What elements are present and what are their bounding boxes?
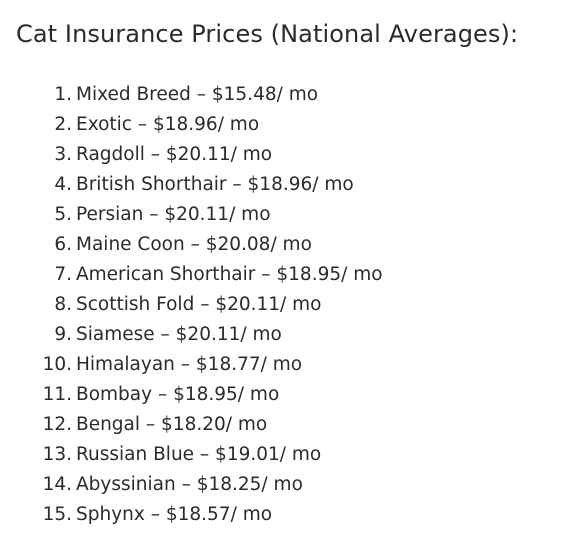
list-item-number: 8. <box>54 294 72 315</box>
list-item-text: Scottish Fold – $20.11/ mo <box>76 294 322 315</box>
list-item: 1. Mixed Breed – $15.48/ mo <box>0 80 383 110</box>
list-item-number: 6. <box>54 234 72 255</box>
list-item-text: Mixed Breed – $15.48/ mo <box>76 84 319 105</box>
list-item: 2. Exotic – $18.96/ mo <box>0 110 383 140</box>
list-item: 11. Bombay – $18.95/ mo <box>0 380 383 410</box>
list-item: 3. Ragdoll – $20.11/ mo <box>0 140 383 170</box>
list-item: 15. Sphynx – $18.57/ mo <box>0 500 383 530</box>
list-item-text: Bengal – $18.20/ mo <box>76 414 268 435</box>
list-item-text: Bombay – $18.95/ mo <box>76 384 280 405</box>
list-item-number: 10. <box>42 354 72 375</box>
list-item-text: American Shorthair – $18.95/ mo <box>76 264 383 285</box>
cat-insurance-price-list: 1. Mixed Breed – $15.48/ mo 2. Exotic – $1… <box>0 80 383 530</box>
list-item: 6. Maine Coon – $20.08/ mo <box>0 230 383 260</box>
page-title: Cat Insurance Prices (National Averages)… <box>16 20 519 48</box>
list-item-number: 13. <box>42 444 72 465</box>
list-item-text: British Shorthair – $18.96/ mo <box>76 174 354 195</box>
list-item: 14. Abyssinian – $18.25/ mo <box>0 470 383 500</box>
list-item-number: 7. <box>54 264 72 285</box>
list-item-number: 1. <box>54 84 72 105</box>
list-item-number: 11. <box>42 384 72 405</box>
list-item-text: Sphynx – $18.57/ mo <box>76 504 273 525</box>
list-item-text: Russian Blue – $19.01/ mo <box>76 444 322 465</box>
list-item-text: Siamese – $20.11/ mo <box>76 324 282 345</box>
list-item-number: 9. <box>54 324 72 345</box>
list-item: 4. British Shorthair – $18.96/ mo <box>0 170 383 200</box>
list-item: 9. Siamese – $20.11/ mo <box>0 320 383 350</box>
list-item-number: 12. <box>42 414 72 435</box>
list-item-text: Persian – $20.11/ mo <box>76 204 271 225</box>
list-item-number: 3. <box>54 144 72 165</box>
list-item-text: Abyssinian – $18.25/ mo <box>76 474 303 495</box>
list-item: 8. Scottish Fold – $20.11/ mo <box>0 290 383 320</box>
list-item: 5. Persian – $20.11/ mo <box>0 200 383 230</box>
list-item-text: Himalayan – $18.77/ mo <box>76 354 303 375</box>
list-item-text: Maine Coon – $20.08/ mo <box>76 234 312 255</box>
list-item-number: 5. <box>54 204 72 225</box>
list-item-number: 14. <box>42 474 72 495</box>
list-item-text: Ragdoll – $20.11/ mo <box>76 144 273 165</box>
list-item: 10. Himalayan – $18.77/ mo <box>0 350 383 380</box>
list-item-text: Exotic – $18.96/ mo <box>76 114 260 135</box>
list-item: 13. Russian Blue – $19.01/ mo <box>0 440 383 470</box>
list-item-number: 4. <box>54 174 72 195</box>
list-item: 12. Bengal – $18.20/ mo <box>0 410 383 440</box>
list-item: 7. American Shorthair – $18.95/ mo <box>0 260 383 290</box>
list-item-number: 2. <box>54 114 72 135</box>
list-item-number: 15. <box>42 504 72 525</box>
